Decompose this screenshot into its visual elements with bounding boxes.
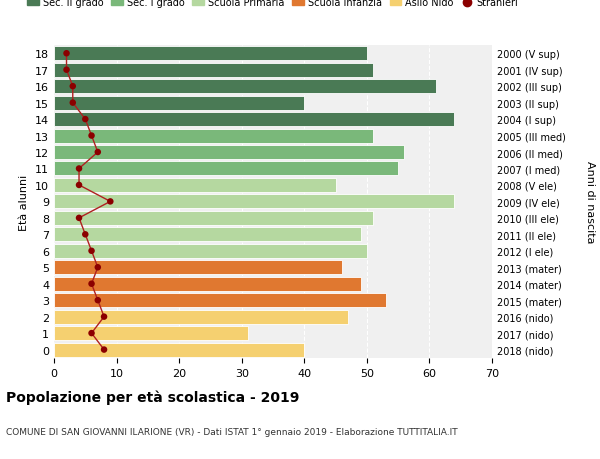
Point: [87, 330, 97, 337]
Bar: [54, 343, 304, 357]
Bar: [54, 113, 454, 127]
Point: [93, 264, 103, 271]
Point: [74, 165, 84, 173]
Point: [62, 67, 71, 74]
Point: [106, 198, 115, 206]
Bar: [54, 129, 373, 143]
Bar: [54, 47, 367, 61]
Legend: Sec. II grado, Sec. I grado, Scuola Primaria, Scuola Infanzia, Asilo Nido, Stran: Sec. II grado, Sec. I grado, Scuola Prim…: [23, 0, 523, 12]
Bar: [54, 195, 454, 209]
Bar: [54, 80, 436, 94]
Text: COMUNE DI SAN GIOVANNI ILARIONE (VR) - Dati ISTAT 1° gennaio 2019 - Elaborazione: COMUNE DI SAN GIOVANNI ILARIONE (VR) - D…: [6, 427, 458, 436]
Bar: [54, 294, 386, 308]
Point: [62, 50, 71, 58]
Bar: [54, 244, 367, 258]
Bar: [54, 261, 342, 274]
Point: [74, 215, 84, 222]
Point: [68, 100, 77, 107]
Bar: [54, 277, 361, 291]
Bar: [54, 212, 373, 225]
Bar: [54, 162, 398, 176]
Point: [80, 116, 90, 123]
Point: [93, 149, 103, 157]
Bar: [54, 310, 348, 324]
Y-axis label: Età alunni: Età alunni: [19, 174, 29, 230]
Point: [87, 247, 97, 255]
Point: [99, 346, 109, 353]
Point: [74, 182, 84, 189]
Y-axis label: Anni di nascita: Anni di nascita: [585, 161, 595, 243]
Point: [87, 280, 97, 288]
Bar: [54, 228, 361, 242]
Bar: [54, 146, 404, 160]
Point: [68, 83, 77, 90]
Point: [87, 133, 97, 140]
Bar: [54, 326, 248, 341]
Point: [93, 297, 103, 304]
Text: Popolazione per età scolastica - 2019: Popolazione per età scolastica - 2019: [6, 390, 299, 405]
Point: [80, 231, 90, 239]
Point: [99, 313, 109, 321]
Bar: [54, 179, 335, 192]
Bar: [54, 96, 304, 110]
Bar: [54, 63, 373, 78]
